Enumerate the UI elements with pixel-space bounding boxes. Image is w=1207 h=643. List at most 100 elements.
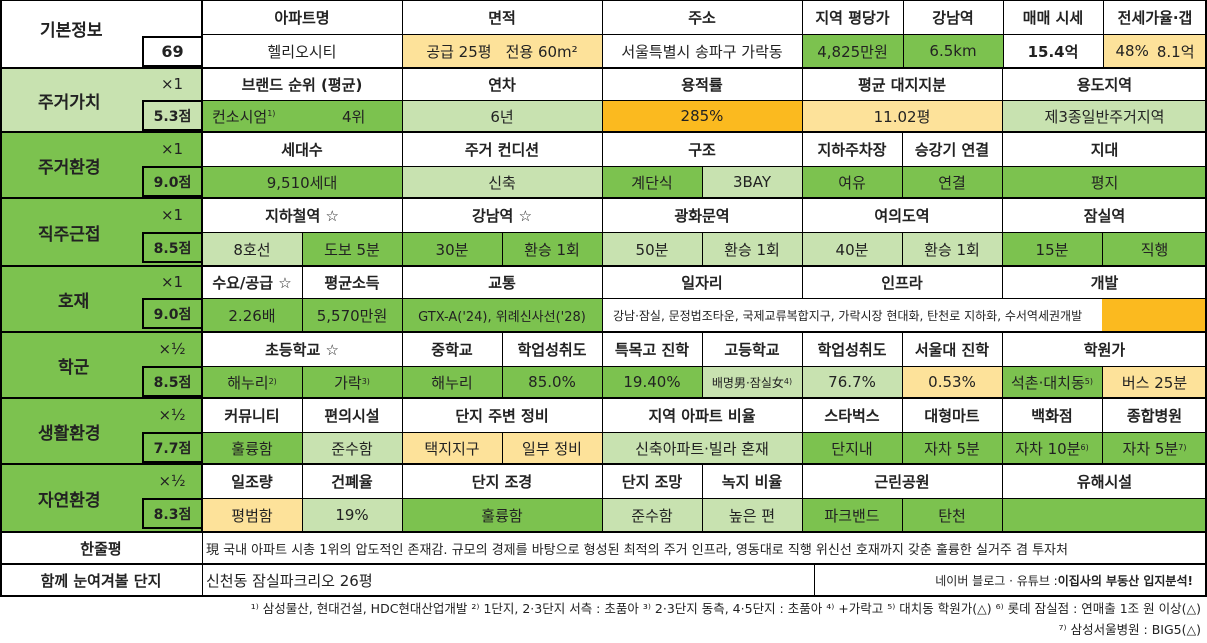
grid-line — [402, 0, 403, 68]
jamsil-direct: 직행 — [1102, 232, 1207, 266]
grid-line — [702, 366, 703, 398]
header-apt-ratio: 지역 아파트 비율 — [648, 406, 756, 425]
header-far: 용적률 — [681, 75, 723, 94]
middle-achieve: 85.0% — [502, 366, 602, 398]
apt-name: 헬리오시티 — [267, 42, 337, 61]
grid-line — [402, 398, 403, 432]
jeonse-ratio: 48% — [1115, 42, 1149, 60]
grid-line — [602, 332, 603, 366]
summary-label: 한줄평 — [80, 539, 122, 558]
grid-line — [202, 232, 1207, 233]
credit: 네이버 블로그 · 유튜브 : 이집사의 부동산 입지분석! — [814, 564, 1207, 596]
grid-line — [902, 332, 903, 366]
grid-line — [1002, 266, 1003, 298]
grid-line — [902, 432, 903, 464]
grid-line — [502, 432, 503, 464]
header-elevator: 승강기 연결 — [914, 140, 990, 159]
zoning: 제3종일반주거지역 — [1002, 100, 1207, 132]
grid-line — [902, 398, 903, 432]
starbucks: 단지내 — [802, 432, 902, 464]
grid-line — [202, 166, 1207, 167]
credit-prefix: 네이버 블로그 · 유튜브 : — [935, 573, 1058, 588]
community: 훌륭함 — [202, 432, 302, 464]
cat5-score: 8.5점 — [142, 366, 203, 397]
grid-line — [702, 498, 703, 532]
grid-line — [502, 232, 503, 266]
cat5-weight: ×½ — [158, 340, 186, 358]
grid-line — [602, 166, 603, 198]
header-condition: 주거 컨디션 — [464, 140, 540, 159]
header-jamsil: 잠실역 — [1083, 206, 1126, 225]
grid-line — [1003, 0, 1004, 68]
header-view: 단지 조망 — [621, 472, 683, 491]
terrain: 평지 — [1002, 166, 1207, 198]
header-area: 면적 — [488, 8, 516, 27]
age: 6년 — [402, 100, 602, 132]
grid-line — [0, 331, 1207, 333]
academy-b: 버스 25분 — [1102, 366, 1207, 398]
snu-rate: 0.53% — [902, 366, 1002, 398]
academy-a: 석촌·대치동 5) — [1002, 366, 1102, 398]
grid-line — [402, 332, 403, 366]
gangnam-transfer: 환승 1회 — [502, 232, 602, 266]
mart: 자차 5분 — [902, 432, 1002, 464]
landscape: 훌륭함 — [402, 498, 602, 532]
gap-value: 8.1억 — [1156, 42, 1195, 61]
grid-line — [1002, 464, 1003, 498]
grid-line — [302, 298, 303, 332]
gangnam-distance: 6.5km — [903, 34, 1003, 68]
grid-line — [814, 564, 815, 596]
grid-line — [1102, 366, 1103, 398]
cat3-weight: ×1 — [160, 206, 184, 224]
header-transport: 교통 — [488, 273, 516, 292]
grid-line — [602, 0, 603, 68]
structure-b: 3BAY — [702, 166, 802, 198]
grid-line — [402, 366, 403, 398]
header-subway: 지하철역 ☆ — [265, 206, 339, 225]
header-hospital: 종합병원 — [1126, 406, 1183, 425]
grid-line — [0, 197, 1207, 199]
grid-line — [302, 232, 303, 266]
grid-line — [902, 498, 903, 532]
summary-text: 現 국내 아파트 시총 1위의 압도적인 존재감. 규모의 경제를 바탕으로 형… — [206, 542, 1068, 558]
basic-label: 기본정보 — [0, 0, 202, 68]
green-ratio: 높은 편 — [702, 498, 802, 532]
header-landscape: 단지 조경 — [471, 472, 533, 491]
grid-line — [402, 68, 403, 132]
cat2-weight: ×1 — [160, 140, 184, 158]
dept-store: 자차 10분 6) — [1002, 432, 1102, 464]
land-share: 11.02평 — [802, 100, 1002, 132]
grid-line — [602, 266, 603, 298]
grid-line — [402, 498, 403, 532]
jamsil-time: 15분 — [1002, 232, 1102, 266]
subway-line: 8호선 — [202, 232, 302, 266]
grid-line — [402, 266, 403, 298]
header-gwanghwamun: 광화문역 — [674, 206, 730, 225]
grid-line — [1102, 398, 1103, 432]
grid-line — [0, 67, 1207, 69]
avg-income: 5,570만원 — [302, 298, 402, 332]
grid-line — [402, 166, 403, 198]
grid-line — [602, 298, 603, 332]
convenience: 준수함 — [302, 432, 402, 464]
grid-line — [502, 366, 503, 398]
grid-line — [1102, 432, 1103, 464]
header-jobs: 일자리 — [681, 273, 723, 292]
header-snu: 서울대 진학 — [914, 340, 990, 359]
grid-line — [702, 464, 703, 498]
header-special-hs: 특목고 진학 — [614, 340, 690, 359]
grid-line — [402, 132, 403, 166]
grid-line — [802, 266, 803, 298]
grid-line — [302, 266, 303, 298]
header-jeonse: 전세가율·갭 — [1117, 8, 1193, 27]
header-land-share: 평균 대지지분 — [857, 75, 947, 94]
apt-ratio: 신축아파트·빌라 혼재 — [602, 432, 802, 464]
middle-school: 해누리 — [402, 366, 502, 398]
yeouido-transfer: 환승 1회 — [902, 232, 1002, 266]
view: 준수함 — [602, 498, 702, 532]
grid-line — [402, 198, 403, 232]
grid-line — [902, 366, 903, 398]
area-exclusive: 전용 60m² — [505, 42, 578, 61]
header-gangnam-station: 강남역 ☆ — [471, 206, 533, 225]
